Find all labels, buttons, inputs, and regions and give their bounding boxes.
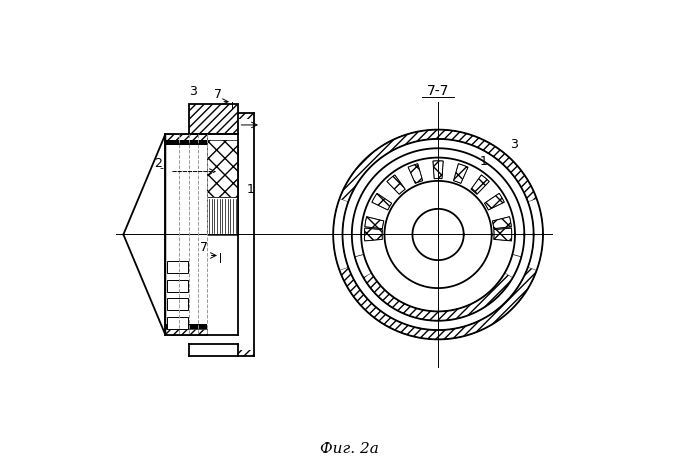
Text: -: - [159, 164, 163, 174]
Wedge shape [372, 193, 391, 210]
Bar [167, 298, 188, 310]
Wedge shape [493, 228, 512, 241]
Bar [166, 134, 208, 140]
Text: 1: 1 [247, 182, 255, 196]
Wedge shape [484, 193, 504, 210]
Text: 7-7: 7-7 [427, 83, 449, 98]
Text: 2: 2 [154, 157, 162, 170]
Bar [208, 140, 238, 197]
Bar [238, 113, 254, 119]
Text: 7: 7 [214, 88, 222, 101]
Wedge shape [355, 254, 521, 321]
Text: 7: 7 [200, 241, 208, 254]
Wedge shape [471, 175, 489, 194]
Bar [208, 197, 238, 234]
Wedge shape [364, 228, 382, 241]
Wedge shape [492, 217, 512, 229]
Wedge shape [433, 161, 443, 179]
Text: 3: 3 [510, 138, 518, 151]
Text: 3: 3 [189, 84, 197, 98]
Bar [189, 104, 238, 134]
Text: Фиг. 2а: Фиг. 2а [320, 442, 379, 456]
Bar [208, 140, 238, 197]
Bar [166, 140, 208, 144]
Bar [166, 329, 208, 335]
Bar [167, 317, 188, 329]
Bar [189, 104, 238, 134]
Wedge shape [408, 164, 423, 183]
Bar [166, 325, 208, 329]
Wedge shape [333, 129, 543, 340]
Bar [167, 261, 188, 273]
Wedge shape [387, 175, 405, 194]
Wedge shape [365, 217, 384, 229]
Wedge shape [454, 164, 468, 183]
Bar [238, 350, 254, 356]
Bar [167, 280, 188, 292]
Text: 1: 1 [480, 156, 488, 168]
